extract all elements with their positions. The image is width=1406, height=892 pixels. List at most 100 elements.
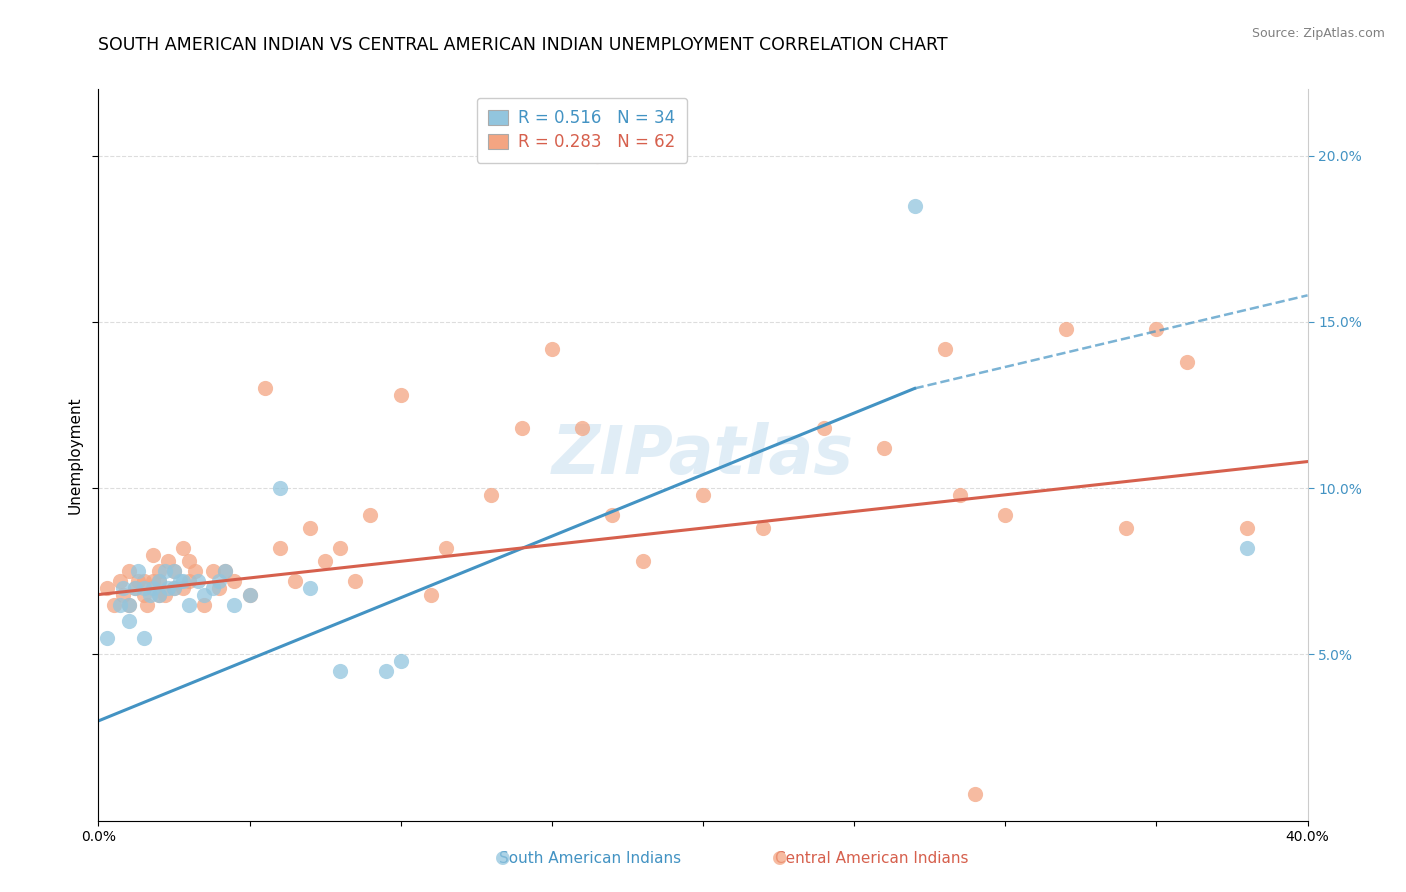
Point [214, 564, 236, 578]
Point [124, 581, 146, 595]
Legend: R = 0.516   N = 34, R = 0.283   N = 62: R = 0.516 N = 34, R = 0.283 N = 62 [477, 97, 688, 162]
Point [153, 588, 176, 602]
Point [142, 581, 165, 595]
Point [1236, 541, 1258, 555]
Point [208, 574, 231, 589]
Point [873, 442, 896, 456]
Point [602, 508, 624, 522]
Point [284, 574, 307, 589]
Point [153, 564, 176, 578]
Point [269, 541, 291, 555]
Point [202, 564, 225, 578]
Point [148, 574, 170, 589]
Point [208, 581, 231, 595]
Point [994, 508, 1017, 522]
Point [239, 588, 262, 602]
Point [132, 581, 155, 595]
Point [163, 581, 186, 595]
Point [172, 574, 194, 589]
Point [1144, 321, 1167, 335]
Point [132, 574, 155, 589]
Point [692, 488, 714, 502]
Point [118, 598, 141, 612]
Point [202, 581, 225, 595]
Point [299, 521, 322, 535]
Text: ZIPatlas: ZIPatlas [553, 422, 853, 488]
Point [540, 342, 562, 356]
Point [752, 521, 775, 535]
Point [142, 574, 165, 589]
Point [965, 787, 987, 801]
Point [172, 541, 194, 555]
Point [1175, 355, 1198, 369]
Point [142, 548, 165, 562]
Y-axis label: Unemployment: Unemployment [67, 396, 83, 514]
Point [184, 564, 207, 578]
Point [239, 588, 262, 602]
Point [179, 574, 201, 589]
Point [586, 149, 609, 163]
Point [127, 564, 149, 578]
Point [148, 574, 170, 589]
Point [434, 541, 457, 555]
Point [299, 581, 322, 595]
Text: ●: ● [772, 849, 789, 867]
Point [118, 564, 141, 578]
Point [389, 654, 412, 668]
Text: ●: ● [495, 849, 512, 867]
Point [813, 421, 835, 435]
Point [179, 598, 201, 612]
Point [103, 598, 125, 612]
Point [904, 198, 927, 212]
Point [187, 574, 209, 589]
Point [172, 581, 194, 595]
Point [124, 581, 146, 595]
Point [374, 664, 396, 678]
Point [163, 581, 186, 595]
Point [118, 614, 141, 628]
Point [132, 588, 155, 602]
Text: Source: ZipAtlas.com: Source: ZipAtlas.com [1251, 27, 1385, 40]
Point [360, 508, 382, 522]
Point [163, 564, 186, 578]
Point [111, 588, 134, 602]
Point [571, 421, 593, 435]
Point [329, 541, 352, 555]
Point [111, 581, 134, 595]
Point [193, 598, 215, 612]
Point [1236, 521, 1258, 535]
Point [224, 598, 246, 612]
Point [169, 574, 191, 589]
Point [132, 631, 155, 645]
Point [127, 574, 149, 589]
Point [118, 598, 141, 612]
Point [156, 554, 179, 568]
Point [1054, 321, 1077, 335]
Point [179, 554, 201, 568]
Point [148, 588, 170, 602]
Point [224, 574, 246, 589]
Point [481, 488, 503, 502]
Point [96, 581, 118, 595]
Point [96, 631, 118, 645]
Point [420, 588, 443, 602]
Point [329, 664, 352, 678]
Point [163, 564, 186, 578]
Point [253, 381, 276, 395]
Point [510, 421, 533, 435]
Text: Central American Indians: Central American Indians [775, 851, 969, 865]
Point [934, 342, 956, 356]
Point [631, 554, 654, 568]
Point [344, 574, 367, 589]
Point [1115, 521, 1137, 535]
Point [108, 574, 131, 589]
Point [949, 488, 972, 502]
Point [156, 581, 179, 595]
Text: SOUTH AMERICAN INDIAN VS CENTRAL AMERICAN INDIAN UNEMPLOYMENT CORRELATION CHART: SOUTH AMERICAN INDIAN VS CENTRAL AMERICA… [98, 36, 948, 54]
Point [148, 588, 170, 602]
Point [269, 481, 291, 495]
Point [139, 588, 162, 602]
Point [135, 598, 157, 612]
Point [389, 388, 412, 402]
Point [314, 554, 336, 568]
